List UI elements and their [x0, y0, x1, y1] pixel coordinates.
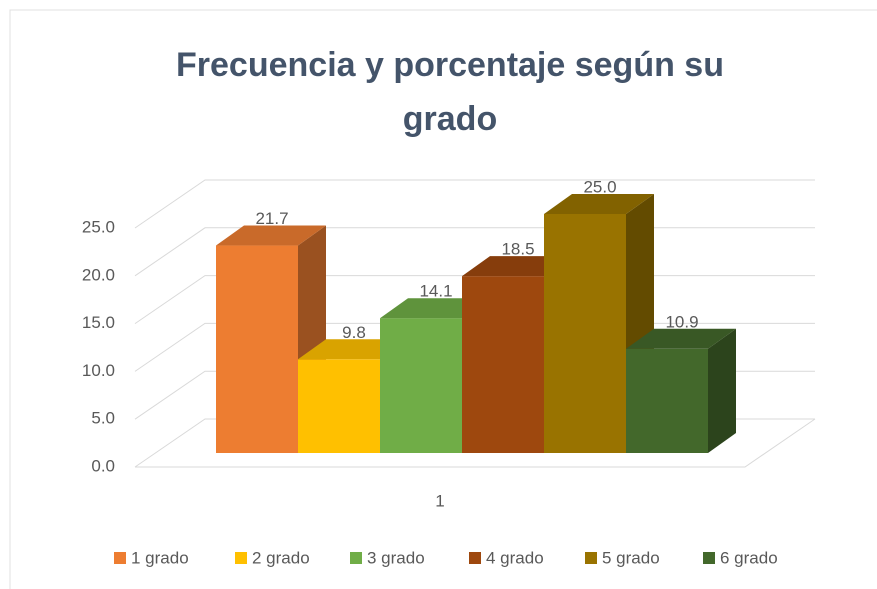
legend-swatch — [703, 552, 715, 564]
y-tick-label: 0.0 — [91, 456, 115, 475]
data-label: 21.7 — [255, 209, 288, 228]
y-tick-label: 5.0 — [91, 409, 115, 428]
bar — [626, 348, 708, 453]
legend-swatch — [235, 552, 247, 564]
bar — [462, 276, 544, 453]
bar — [298, 359, 380, 453]
legend-swatch — [469, 552, 481, 564]
legend-swatch — [114, 552, 126, 564]
data-label: 25.0 — [583, 177, 616, 196]
y-tick-label: 20.0 — [82, 265, 115, 284]
grid-line — [134, 179, 815, 229]
bar — [216, 245, 298, 453]
bar — [544, 214, 626, 453]
y-tick-label: 25.0 — [82, 217, 115, 236]
floor-edge — [135, 418, 816, 468]
chart-border — [9, 9, 877, 589]
bar-top — [626, 328, 736, 349]
legend-label: 4 grado — [486, 548, 544, 567]
y-tick-label: 10.0 — [82, 361, 115, 380]
bar-side — [708, 328, 736, 453]
x-tick-label: 1 — [435, 491, 444, 510]
data-label: 10.9 — [665, 312, 698, 331]
data-label: 14.1 — [419, 282, 452, 301]
legend-label: 5 grado — [602, 548, 660, 567]
legend-label: 3 grado — [367, 548, 425, 567]
legend-swatch — [350, 552, 362, 564]
data-label: 18.5 — [501, 240, 534, 259]
legend-label: 2 grado — [252, 548, 310, 567]
bar-top — [216, 225, 326, 246]
data-label: 9.8 — [342, 323, 366, 342]
bar — [380, 318, 462, 453]
legend-swatch — [585, 552, 597, 564]
chart-title: Frecuencia y porcentaje según su grado — [176, 46, 724, 138]
y-tick-label: 15.0 — [82, 313, 115, 332]
legend-label: 6 grado — [720, 548, 778, 567]
legend-label: 1 grado — [131, 548, 189, 567]
bar-top — [544, 194, 654, 214]
